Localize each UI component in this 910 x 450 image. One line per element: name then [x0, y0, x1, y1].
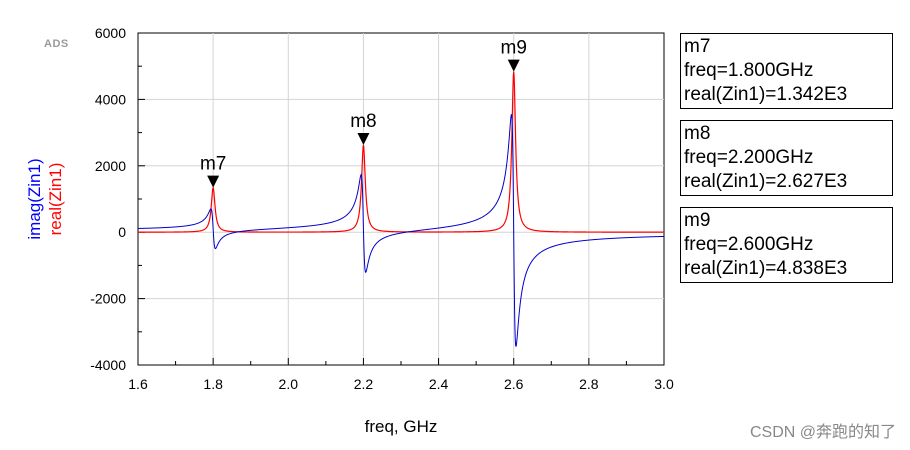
marker-readout-freq: freq=1.800GHz [684, 60, 814, 81]
marker-label-m9: m9 [501, 38, 527, 59]
marker-readout-value: real(Zin1)=1.342E3 [684, 84, 848, 105]
marker-label-m8: m8 [350, 111, 376, 132]
x-tick-label: 1.8 [203, 376, 223, 392]
marker-readout-name: m7 [684, 36, 711, 57]
marker-readout-name: m8 [684, 123, 711, 144]
marker-readout-freq: freq=2.200GHz [684, 147, 814, 168]
marker-readout-value: real(Zin1)=4.838E3 [684, 258, 848, 279]
x-tick-label: 3.0 [654, 376, 674, 392]
y-tick-label: 2000 [95, 158, 126, 174]
y-tick-label: -4000 [90, 357, 126, 373]
x-tick-label: 2.8 [579, 376, 599, 392]
x-tick-label: 1.6 [128, 376, 148, 392]
y-tick-label: -2000 [90, 291, 126, 307]
x-axis-label: freq, GHz [365, 417, 438, 436]
marker-label-m7: m7 [200, 154, 226, 175]
series-line-imag-zin1 [137, 114, 665, 347]
axis-ticks: 1.6 1.8 2.0 2.2 2.4 2.6 2.8 3.0 -4000 -2000 0 2000 4… [90, 25, 674, 392]
marker-triangle-m7 [207, 175, 220, 188]
grid [138, 33, 664, 365]
y-axis-labels: imag(Zin1) real(Zin1) [25, 158, 65, 239]
plot-area [137, 32, 665, 366]
x-tick-label: 2.4 [429, 376, 449, 392]
marker-readout-m7[interactable]: m7 freq=1.800GHz real(Zin1)=1.342E3 [680, 33, 893, 109]
y-axis-label: imag(Zin1) [25, 158, 44, 239]
y-axis-label: real(Zin1) [46, 163, 65, 236]
marker-readout-m9[interactable]: m9 freq=2.600GHz real(Zin1)=4.838E3 [680, 207, 893, 283]
y-tick-label: 0 [118, 224, 126, 240]
marker-readout-m8[interactable]: m8 freq=2.200GHz real(Zin1)=2.627E3 [680, 120, 893, 196]
x-tick-label: 2.6 [504, 376, 524, 392]
marker-glyphs: m7 m8 m9 [200, 38, 527, 188]
marker-readout-freq: freq=2.600GHz [684, 234, 814, 255]
x-tick-label: 2.0 [279, 376, 299, 392]
marker-readout-name: m9 [684, 210, 711, 231]
ads-logo: ADS [44, 38, 69, 50]
x-tick-label: 2.2 [354, 376, 374, 392]
series-line-real-zin1 [137, 71, 664, 233]
y-tick-label: 4000 [95, 91, 126, 107]
marker-triangle-m9 [507, 59, 520, 72]
marker-readout-value: real(Zin1)=2.627E3 [684, 171, 848, 192]
y-tick-label: 6000 [95, 25, 126, 41]
series-lines [137, 71, 665, 347]
marker-triangle-m8 [357, 132, 370, 145]
watermark: CSDN @奔跑的知了 [749, 424, 896, 441]
